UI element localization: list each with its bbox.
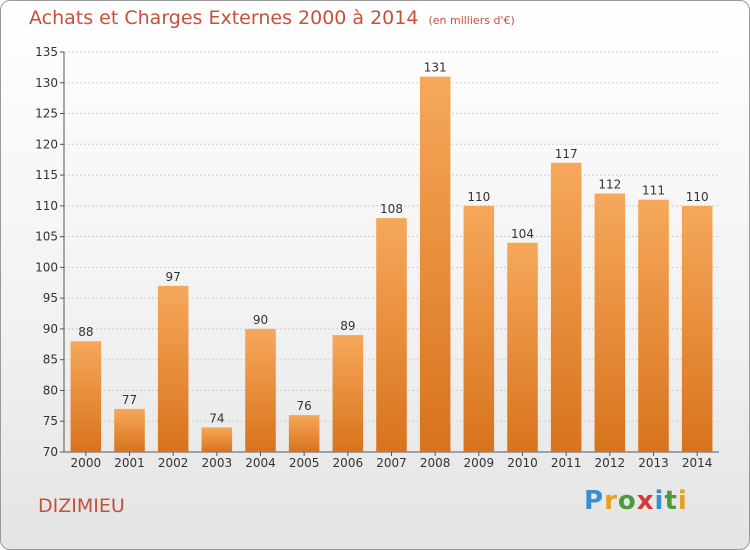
data-label-2000: 88	[78, 325, 93, 339]
x-tick-label: 2010	[507, 456, 538, 470]
logo-letter: i	[654, 486, 665, 516]
chart-title: Achats et Charges Externes 2000 à 2014 (e…	[29, 7, 515, 29]
x-tick-label: 2001	[114, 456, 145, 470]
bar-2009	[463, 205, 495, 452]
bar-2007	[376, 218, 407, 452]
y-tick-label: 75	[43, 414, 58, 428]
y-tick-label: 120	[35, 137, 58, 151]
bar-2013	[638, 199, 669, 452]
bar-2003	[201, 427, 233, 452]
data-label-2004: 90	[253, 313, 268, 327]
data-label-2006: 89	[340, 319, 355, 333]
y-tick-label: 80	[43, 383, 58, 397]
bar-layer	[70, 76, 713, 453]
bar-2008	[419, 76, 451, 452]
y-tick-label: 100	[35, 260, 58, 274]
x-tick-label: 2014	[682, 456, 713, 470]
data-label-2009: 110	[467, 190, 490, 204]
y-tick-label: 90	[43, 322, 58, 336]
y-tick-label: 85	[43, 353, 58, 367]
bar-2014	[681, 205, 713, 452]
logo-letter: t	[664, 486, 678, 516]
x-tick-label: 2012	[595, 456, 626, 470]
data-label-2001: 77	[122, 393, 137, 407]
title-text: Achats et Charges Externes 2000 à 2014	[29, 7, 419, 29]
bar-2006	[332, 335, 364, 452]
logo-letter: r	[604, 486, 618, 516]
x-tick-label: 2007	[376, 456, 407, 470]
data-label-2005: 76	[297, 399, 312, 413]
x-tick-label: 2006	[333, 456, 364, 470]
bar-2012	[594, 193, 626, 453]
data-label-2011: 117	[555, 147, 578, 161]
x-tick-label: 2000	[71, 456, 102, 470]
title-unit: (en milliers d'€)	[428, 14, 515, 27]
bar-2001	[114, 408, 145, 452]
x-tick-label: 2003	[202, 456, 233, 470]
y-tick-label: 105	[35, 230, 58, 244]
data-label-2002: 97	[166, 270, 181, 284]
x-tick-label: 2008	[420, 456, 451, 470]
y-tick-label: 130	[35, 76, 58, 90]
proxiti-logo: Proxiti	[584, 486, 688, 516]
x-tick-label: 2013	[638, 456, 669, 470]
logo-letter: x	[636, 486, 655, 516]
bar-2000	[70, 341, 102, 452]
y-tick-label: 110	[35, 199, 58, 213]
y-tick-label: 135	[35, 45, 58, 59]
logo-letter: i	[677, 486, 688, 516]
x-tick-label: 2004	[245, 456, 276, 470]
data-label-2007: 108	[380, 202, 403, 216]
data-label-2003: 74	[209, 411, 224, 425]
logo-letter: P	[584, 486, 605, 516]
x-tick-label: 2002	[158, 456, 189, 470]
data-label-2010: 104	[511, 227, 534, 241]
y-tick-label: 125	[35, 107, 58, 121]
data-label-2013: 111	[642, 184, 665, 198]
y-tick-label: 70	[43, 445, 58, 459]
x-tick-label: 2005	[289, 456, 320, 470]
bar-2004	[245, 328, 276, 452]
bar-2002	[157, 285, 189, 452]
data-label-2008: 131	[424, 61, 447, 75]
x-tick-label: 2011	[551, 456, 582, 470]
axis-layer: 70 75 80 85 90 95 100 105 110 115 120 125 130 135	[35, 45, 719, 459]
commune-name: DIZIMIEU	[38, 495, 125, 517]
y-tick-label: 115	[35, 168, 58, 182]
bar-2010	[507, 242, 538, 452]
bar-2011	[550, 162, 582, 452]
logo-letter: o	[617, 486, 637, 516]
bar-2005	[288, 415, 320, 452]
data-label-2014: 110	[686, 190, 709, 204]
data-label-2012: 112	[598, 178, 621, 192]
label-layer: 88 2000 77 2001 97 2002 74 2003 90 2004 76 2005 89 20…	[71, 61, 713, 470]
x-tick-label: 2009	[464, 456, 495, 470]
y-tick-label: 95	[43, 291, 58, 305]
